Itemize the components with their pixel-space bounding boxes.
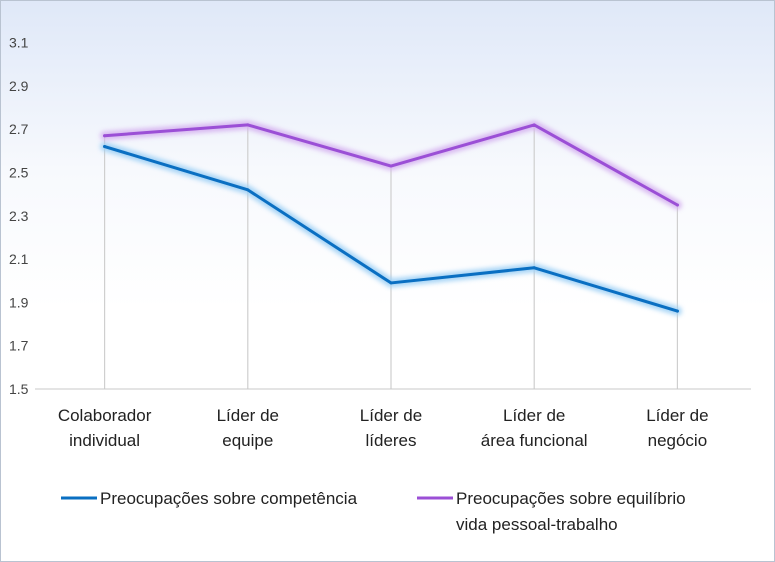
data-point [532,123,536,127]
y-tick-label: 2.9 [9,78,29,94]
data-point [246,188,250,192]
data-point [532,266,536,270]
data-point [246,123,250,127]
y-tick-label: 1.9 [9,294,29,310]
y-tick-label: 1.7 [9,338,29,354]
x-category-label: negócio [648,431,708,450]
y-tick-label: 2.1 [9,251,29,267]
data-point [675,309,679,313]
legend: Preocupações sobre competência Preocupaçõ… [61,489,686,534]
x-category-label: área funcional [481,431,588,450]
x-category-label: Líder de [503,406,565,425]
x-category-label: individual [69,431,140,450]
data-point [103,134,107,138]
legend-label: vida pessoal-trabalho [456,515,618,534]
x-category-label: Líder de [217,406,279,425]
legend-label: Preocupações sobre equilíbrio [456,489,686,508]
y-tick-label: 2.7 [9,121,29,137]
x-category-label: equipe [222,431,273,450]
data-point [675,203,679,207]
drop-lines [103,124,679,389]
x-category-label: líderes [365,431,416,450]
x-category-label: Colaborador [58,406,152,425]
data-point [389,281,393,285]
legend-label: Preocupações sobre competência [100,489,358,508]
x-category-label: Líder de [646,406,708,425]
y-tick-label: 3.1 [9,35,29,51]
data-point [103,145,107,149]
series-group [100,120,682,316]
y-tick-label: 2.5 [9,165,29,181]
y-tick-label: 1.5 [9,381,29,397]
x-category-label: Líder de [360,406,422,425]
y-tick-label: 2.3 [9,208,29,224]
data-point [389,164,393,168]
x-axis-categories: Colaborador individual Líder de equipe Líder… [58,406,709,450]
y-axis-ticks: 1.5 1.7 1.9 2.1 2.3 2.5 2.7 2.9 3.1 [9,35,29,397]
